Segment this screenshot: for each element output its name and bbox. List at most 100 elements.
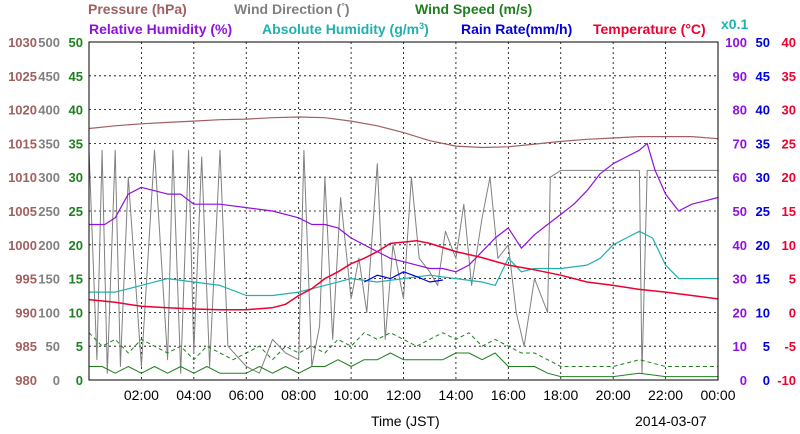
y-tick-temperature: 35: [782, 69, 796, 84]
y-tick-relative-humidity: 60: [733, 170, 747, 185]
y-tick-temperature: 0: [789, 305, 796, 320]
y-tick-temperature: 10: [782, 238, 796, 253]
y-tick-wind-direction: 450: [38, 69, 60, 84]
series-wind-direction-line: [88, 149, 718, 374]
x-tick-label: 20:00: [596, 387, 631, 403]
temperature-unit: °C: [685, 21, 701, 37]
y-tick-pressure: 1020: [8, 103, 37, 118]
y-tick-wind-direction: 350: [38, 136, 60, 151]
y-tick-wind-speed: 15: [69, 272, 83, 287]
temperature-title: Temperature (°C): [593, 21, 706, 37]
x-axis-label: Time (JST): [371, 413, 440, 429]
y-tick-relative-humidity: 40: [733, 238, 747, 253]
y-tick-temperature: 40: [782, 35, 796, 50]
plot-frame: [88, 41, 719, 381]
y-tick-wind-direction: 50: [46, 339, 60, 354]
y-tick-rain-rate: 15: [756, 272, 770, 287]
y-tick-relative-humidity: 70: [733, 136, 747, 151]
y-tick-rain-rate: 30: [756, 170, 770, 185]
series-rain-rate-mm-h-line: [363, 271, 443, 283]
y-tick-wind-speed: 45: [69, 69, 83, 84]
y-axes: 9809859909951000100510101015102010251030…: [8, 35, 796, 388]
y-tick-relative-humidity: 20: [733, 305, 747, 320]
y-tick-wind-direction: 400: [38, 103, 60, 118]
y-tick-temperature: 20: [782, 170, 796, 185]
y-tick-wind-speed: 10: [69, 305, 83, 320]
wind-speed-title: Wind Speed (m/s): [415, 1, 532, 17]
x-tick-label: 08:00: [281, 387, 316, 403]
y-tick-rain-rate: 10: [756, 305, 770, 320]
series-wind-speed-m-s-gust-line: [88, 332, 718, 367]
y-tick-wind-speed: 25: [69, 204, 83, 219]
y-tick-wind-speed: 5: [76, 339, 83, 354]
y-tick-wind-speed: 35: [69, 136, 83, 151]
absolute-humidity-title-close: ): [424, 21, 429, 37]
x-tick-label: 16:00: [491, 387, 526, 403]
y-tick-wind-speed: 40: [69, 103, 83, 118]
x-tick-label: 10:00: [334, 387, 369, 403]
rain-scale-note: x0.1: [721, 16, 748, 32]
y-tick-relative-humidity: 100: [725, 35, 747, 50]
y-tick-pressure: 1015: [8, 136, 37, 151]
series-temperature-c-line: [88, 239, 719, 311]
series-wind-speed-m-s-line: [89, 352, 718, 378]
absolute-humidity-title-text: Absolute Humidity (g/m: [262, 21, 419, 37]
y-tick-wind-speed: 50: [69, 35, 83, 50]
grid: [89, 42, 718, 380]
y-tick-wind-speed: 20: [69, 238, 83, 253]
y-tick-wind-direction: 500: [38, 35, 60, 50]
temperature-title-text: Temperature (: [593, 21, 686, 37]
relative-humidity-title: Relative Humidity (%): [89, 21, 232, 37]
series-pressure-hpa-line: [88, 116, 719, 149]
y-tick-rain-rate: 50: [756, 35, 770, 50]
date-label: 2014-03-07: [635, 413, 707, 429]
y-tick-rain-rate: 35: [756, 136, 770, 151]
y-tick-relative-humidity: 90: [733, 69, 747, 84]
y-tick-relative-humidity: 0: [740, 373, 747, 388]
y-tick-wind-direction: 250: [38, 204, 60, 219]
y-tick-rain-rate: 45: [756, 69, 770, 84]
y-tick-pressure: 995: [15, 272, 37, 287]
pressure-title: Pressure (hPa): [88, 1, 187, 17]
y-tick-temperature: -5: [784, 339, 796, 354]
x-tick-label: 00:00: [700, 387, 735, 403]
x-tick-label: 14:00: [438, 387, 473, 403]
y-tick-wind-speed: 0: [76, 373, 83, 388]
y-tick-wind-direction: 0: [53, 373, 60, 388]
wind-direction-degree: °: [341, 1, 345, 11]
absolute-humidity-sup: 3: [419, 21, 424, 31]
wind-direction-title-text: Wind Direction (: [234, 1, 342, 17]
y-tick-temperature: 15: [782, 204, 796, 219]
y-tick-pressure: 985: [15, 339, 37, 354]
plot-area: [88, 116, 719, 378]
y-tick-pressure: 1000: [8, 238, 37, 253]
y-tick-pressure: 1005: [8, 204, 37, 219]
x-tick-label: 04:00: [176, 387, 211, 403]
absolute-humidity-title: Absolute Humidity (g/m3): [262, 21, 429, 37]
y-tick-temperature: -10: [777, 373, 796, 388]
y-tick-wind-direction: 100: [38, 305, 60, 320]
x-tick-label: 06:00: [229, 387, 264, 403]
y-tick-relative-humidity: 50: [733, 204, 747, 219]
temperature-title-close: ): [701, 21, 706, 37]
y-tick-rain-rate: 0: [763, 373, 770, 388]
y-tick-wind-speed: 30: [69, 170, 83, 185]
y-tick-relative-humidity: 30: [733, 272, 747, 287]
x-tick-label: 18:00: [543, 387, 578, 403]
y-tick-relative-humidity: 80: [733, 103, 747, 118]
x-tick-label: 02:00: [124, 387, 159, 403]
y-tick-temperature: 25: [782, 136, 796, 151]
y-tick-rain-rate: 20: [756, 238, 770, 253]
y-tick-pressure: 980: [15, 373, 37, 388]
y-tick-temperature: 5: [789, 272, 796, 287]
wind-direction-title: Wind Direction (°): [234, 1, 349, 17]
y-tick-wind-direction: 300: [38, 170, 60, 185]
series-absolute-humidity-g-m3-line: [89, 230, 718, 297]
y-tick-wind-direction: 150: [38, 272, 60, 287]
rain-rate-title: Rain Rate(mm/h): [461, 21, 572, 37]
y-tick-rain-rate: 25: [756, 204, 770, 219]
y-tick-rain-rate: 40: [756, 103, 770, 118]
y-tick-relative-humidity: 10: [733, 339, 747, 354]
y-tick-pressure: 1010: [8, 170, 37, 185]
